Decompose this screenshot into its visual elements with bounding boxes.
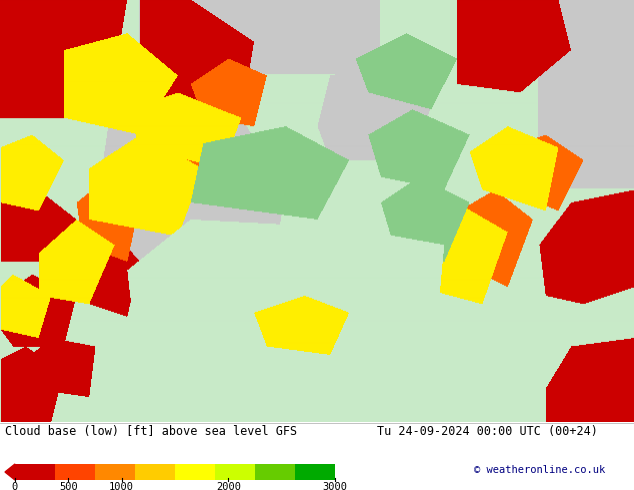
Bar [295, 464, 335, 480]
Text: 3000: 3000 [323, 482, 347, 490]
Polygon shape [5, 464, 15, 480]
Bar [55, 464, 95, 480]
Text: © weatheronline.co.uk: © weatheronline.co.uk [474, 465, 605, 475]
Text: 0: 0 [12, 482, 18, 490]
Bar [135, 464, 175, 480]
Bar [15, 464, 55, 480]
Text: 2000: 2000 [216, 482, 241, 490]
Text: 1000: 1000 [109, 482, 134, 490]
Text: Cloud base (low) [ft] above sea level GFS: Cloud base (low) [ft] above sea level GF… [5, 425, 297, 438]
Text: Tu 24-09-2024 00:00 UTC (00+24): Tu 24-09-2024 00:00 UTC (00+24) [377, 425, 598, 438]
Bar [215, 464, 255, 480]
Bar [95, 464, 135, 480]
Bar [255, 464, 295, 480]
Bar [175, 464, 215, 480]
Text: 500: 500 [59, 482, 78, 490]
